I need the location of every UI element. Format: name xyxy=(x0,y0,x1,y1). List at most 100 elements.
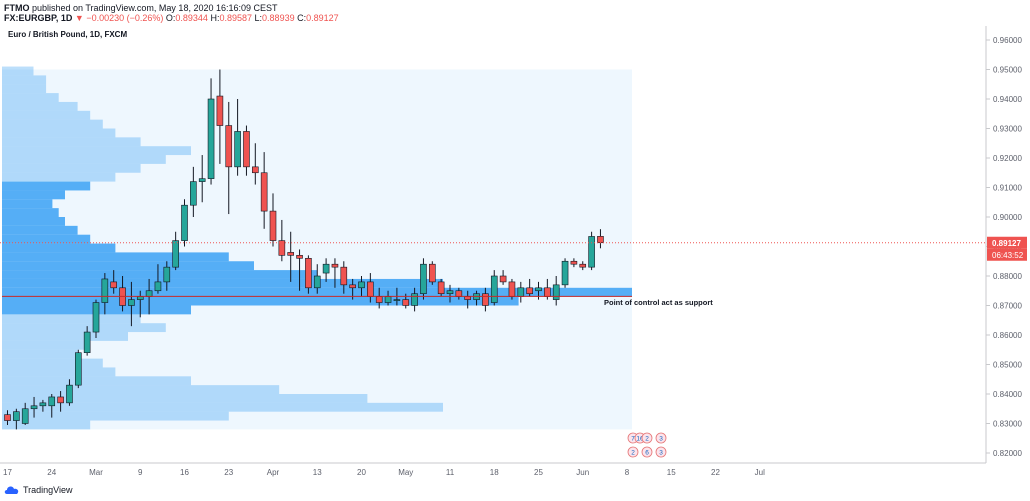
volume-profile-bar xyxy=(2,84,47,94)
candle-body xyxy=(225,125,233,168)
candles xyxy=(4,69,604,430)
candle-body xyxy=(278,240,286,256)
x-tick-label: Jun xyxy=(576,468,589,477)
candle-body xyxy=(287,252,295,256)
candle-body xyxy=(437,281,445,294)
candle-body xyxy=(128,299,135,306)
y-tick-label: 0.95000 xyxy=(993,66,1022,75)
y-tick-label: 0.91000 xyxy=(993,184,1022,193)
volume-profile-bar xyxy=(2,101,78,111)
candle-body xyxy=(526,287,533,294)
x-tick-label: 17 xyxy=(3,468,12,477)
candle-body xyxy=(92,302,100,333)
volume-profile-bar xyxy=(2,217,65,226)
volume-profile-bar xyxy=(2,137,141,147)
candle-body xyxy=(154,281,162,292)
volume-profile-bar xyxy=(2,376,191,386)
volume-profile-bar xyxy=(2,190,65,200)
event-marker-count: 3 xyxy=(659,436,663,443)
publish-info: FTMO published on TradingView.com, May 1… xyxy=(4,3,278,14)
y-tick-label: 0.93000 xyxy=(993,125,1022,134)
x-tick-label: 9 xyxy=(138,468,143,477)
candle-body xyxy=(313,275,321,289)
candle-body xyxy=(101,278,109,303)
y-tick-label: 0.88000 xyxy=(993,272,1022,281)
candle-body xyxy=(490,275,498,303)
x-tick-label: Mar xyxy=(89,468,103,477)
candle-body xyxy=(198,178,206,182)
volume-profile-bar xyxy=(2,420,91,430)
y-tick-label: 0.94000 xyxy=(993,95,1022,104)
countdown-label: 06:43:52 xyxy=(992,251,1024,260)
x-tick-label: 24 xyxy=(47,468,56,477)
candle-body xyxy=(30,405,38,410)
candle-body xyxy=(446,290,454,294)
volume-profile-bar xyxy=(2,225,78,235)
y-tick-label: 0.83000 xyxy=(993,420,1022,429)
tradingview-cloud-icon xyxy=(4,486,19,494)
candle-body xyxy=(13,411,20,421)
candle-body xyxy=(411,293,418,306)
candle-body xyxy=(508,281,516,297)
x-tick-label: 13 xyxy=(313,468,322,477)
volume-profile-bar xyxy=(2,332,128,341)
event-marker xyxy=(655,432,667,444)
x-tick-label: 11 xyxy=(446,468,455,477)
tradingview-logo[interactable]: TradingView xyxy=(4,485,73,495)
x-tick-label: Jul xyxy=(755,468,765,477)
candle-body xyxy=(464,296,472,300)
candle-body xyxy=(39,402,47,407)
y-tick-label: 0.96000 xyxy=(993,36,1022,45)
candle-body xyxy=(428,263,436,283)
candle-body xyxy=(260,172,268,212)
volume-profile-bar xyxy=(2,411,229,421)
candle-body xyxy=(570,260,578,265)
candle-body xyxy=(172,240,179,268)
ohlc-legend: FX:EURGBP, 1D ▼ −0.00230 (−0.26%) O:0.89… xyxy=(4,13,339,24)
volume-profile xyxy=(2,66,632,430)
event-marker-count: 7 xyxy=(631,436,635,443)
candle-body xyxy=(136,296,144,300)
y-tick-label: 0.85000 xyxy=(993,361,1022,370)
candle-body xyxy=(393,299,401,301)
close-label: C: xyxy=(297,13,307,23)
candle-body xyxy=(561,260,569,286)
x-tick-label: 20 xyxy=(357,468,366,477)
volume-profile-bar xyxy=(2,243,116,253)
volume-profile-bar xyxy=(2,172,116,182)
y-tick-label: 0.82000 xyxy=(993,449,1022,458)
publisher-name: FTMO xyxy=(4,3,30,13)
candle-body xyxy=(305,257,312,289)
candle-body xyxy=(552,284,560,300)
event-marker-count: 16 xyxy=(636,436,644,443)
candle-body xyxy=(331,263,339,268)
x-tick-label: May xyxy=(398,468,413,477)
candle-body xyxy=(340,266,348,286)
volume-profile-bar xyxy=(2,252,229,262)
candle-body xyxy=(66,384,73,404)
x-tick-label: 16 xyxy=(180,468,189,477)
candle-body xyxy=(322,263,330,274)
candle-body xyxy=(234,131,241,168)
change-value: −0.00230 (−0.26%) xyxy=(86,13,164,23)
volume-profile-bar xyxy=(2,234,91,244)
candle-body xyxy=(579,263,587,268)
x-tick-label: 22 xyxy=(711,468,720,477)
candle-body xyxy=(499,275,507,283)
high-value: 0.89587 xyxy=(219,13,253,23)
volume-profile-bar xyxy=(2,128,116,138)
x-tick-label: 8 xyxy=(625,468,630,477)
x-tick-label: Apr xyxy=(267,468,280,477)
candle-body xyxy=(544,287,551,297)
volume-profile-bar xyxy=(2,155,166,164)
symbol-label: FX:EURGBP, 1D xyxy=(4,13,73,23)
candle-body xyxy=(375,296,383,303)
volume-profile-bar xyxy=(2,75,47,85)
open-label: O: xyxy=(165,13,176,23)
event-marker xyxy=(627,446,639,458)
candle-body xyxy=(145,290,153,297)
event-marker-count: 2 xyxy=(631,450,635,457)
volume-profile-bar xyxy=(2,270,317,279)
volume-profile-bar xyxy=(2,93,59,102)
